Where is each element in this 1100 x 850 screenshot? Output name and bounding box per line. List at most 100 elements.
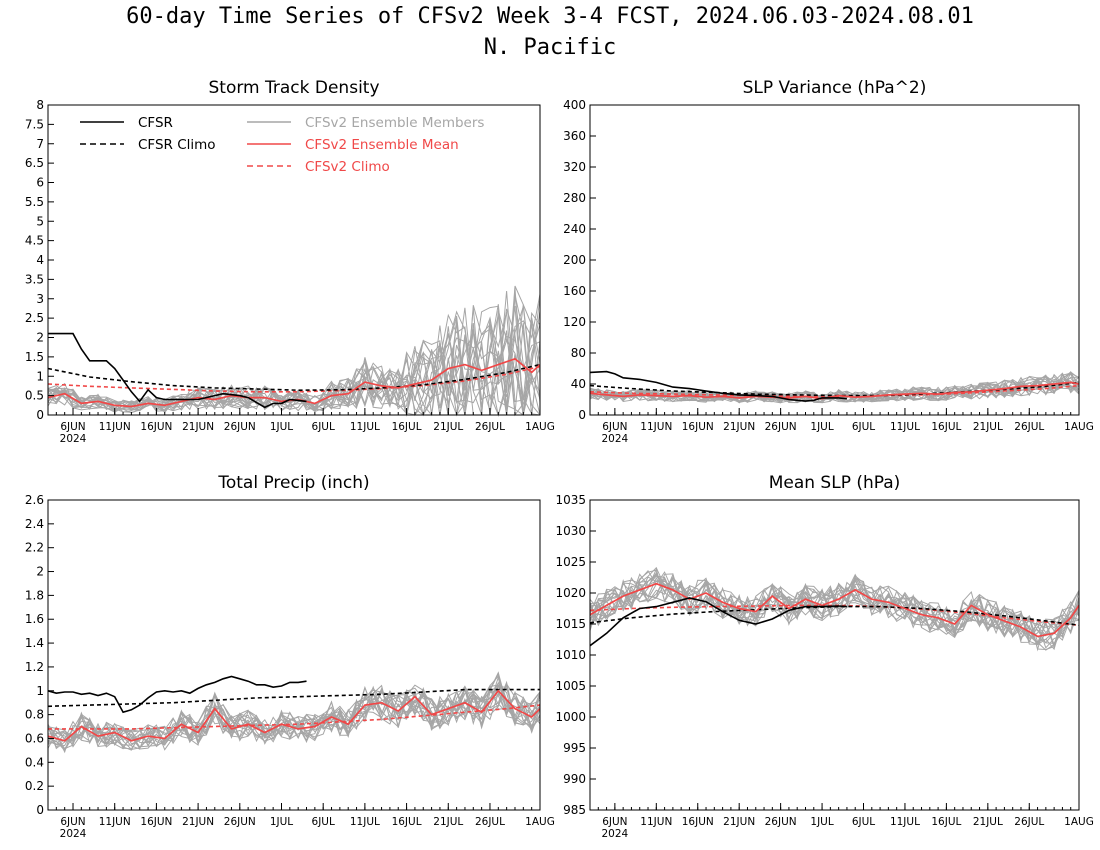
x-tick-label: 6JUN: [602, 421, 627, 433]
x-tick-label: 21JUL: [433, 421, 463, 433]
y-tick-label: 320: [563, 160, 586, 174]
x-tick-label: 16JUN: [140, 816, 172, 828]
x-year-label: 2024: [601, 433, 628, 445]
y-tick-label: 360: [563, 129, 586, 143]
y-tick-label: 2: [36, 331, 44, 345]
series-cfsv2-ensemble-mean-line: [47, 689, 541, 742]
ensemble-member-line: [589, 576, 1080, 643]
ensemble-member-line: [589, 567, 1080, 644]
y-tick-label: 990: [563, 772, 586, 786]
x-tick-label: 6JUN: [60, 816, 85, 828]
x-tick-label: 16JUL: [392, 421, 422, 433]
y-tick-label: 80: [571, 346, 586, 360]
x-tick-label: 16JUN: [140, 421, 172, 433]
y-tick-label: 1035: [555, 493, 586, 507]
x-tick-label: 11JUN: [640, 421, 672, 433]
x-tick-label: 6JUL: [312, 421, 335, 433]
legend-label: CFSv2 Ensemble Members: [305, 115, 484, 131]
y-tick-label: 3: [36, 292, 44, 306]
ensemble-member-line: [47, 310, 541, 416]
x-tick-label: 21JUN: [182, 421, 214, 433]
x-tick-label: 1JUL: [810, 421, 833, 433]
series-cfsv2-ensemble-mean-line: [47, 357, 541, 408]
x-tick-label: 6JUL: [312, 816, 335, 828]
x-tick-label: 1AUG: [1064, 421, 1094, 433]
ensemble-member-line: [47, 285, 541, 416]
x-year-label: 2024: [60, 828, 87, 840]
y-tick-label: 2.5: [25, 311, 44, 325]
ensemble-member-line: [589, 571, 1080, 643]
x-tick-label: 16JUN: [682, 421, 714, 433]
y-tick-label: 6: [36, 176, 44, 190]
y-tick-label: 1: [36, 369, 44, 383]
plot-frame: [47, 499, 541, 811]
y-tick-label: 2.2: [25, 541, 44, 555]
x-year-label: 2024: [601, 828, 628, 840]
ensemble-member-line: [47, 296, 541, 417]
x-tick-label: 26JUN: [224, 816, 256, 828]
x-tick-label: 6JUN: [60, 421, 85, 433]
y-tick-label: 7: [36, 137, 44, 151]
y-tick-label: 8: [36, 98, 44, 112]
x-tick-label: 21JUN: [182, 816, 214, 828]
series-cfsv2-ensemble-mean-line: [589, 582, 1080, 638]
y-tick-label: 0.5: [25, 389, 44, 403]
y-tick-label: 1020: [555, 586, 586, 600]
x-tick-label: 26JUL: [475, 421, 505, 433]
plot-frame: [589, 104, 1080, 416]
ensemble-member-line: [47, 672, 541, 750]
y-tick-label: 2.6: [25, 493, 44, 507]
panel-title: Mean SLP (hPa): [769, 473, 901, 493]
series-cfsr-climo-line: [589, 605, 1080, 626]
x-tick-label: 1AUG: [1064, 816, 1094, 828]
x-tick-label: 11JUN: [99, 816, 131, 828]
ensemble-member-line: [47, 675, 541, 746]
y-tick-label: 1.5: [25, 350, 44, 364]
x-tick-label: 6JUN: [602, 816, 627, 828]
panel-2: Total Precip (inch) 0 0.2 0.4 0.6 0.8 1 1.2 1.4 1…: [25, 473, 555, 840]
panel-1: SLP Variance (hPa^2) 0 40 80 120 160 200 240 280…: [563, 78, 1094, 445]
x-tick-label: 26JUN: [765, 816, 797, 828]
y-tick-label: 0.2: [25, 779, 44, 793]
series-cfsr-line: [48, 332, 307, 409]
y-tick-label: 2.4: [25, 517, 44, 531]
y-tick-label: 0.4: [25, 755, 44, 769]
ensemble-members: [589, 566, 1080, 652]
y-tick-label: 3.5: [25, 272, 44, 286]
x-tick-label: 21JUN: [723, 421, 755, 433]
panel-0: Storm Track Density 0 0.5 1 1.5 2 2.5 3 3.5 4 4.5 5…: [25, 78, 555, 445]
x-tick-label: 26JUL: [475, 816, 505, 828]
y-tick-label: 1.8: [25, 588, 44, 602]
y-tick-label: 1030: [555, 524, 586, 538]
x-tick-label: 6JUL: [852, 421, 875, 433]
y-tick-label: 1.6: [25, 612, 44, 626]
y-tick-label: 240: [563, 222, 586, 236]
y-tick-label: 120: [563, 315, 586, 329]
x-tick-label: 21JUL: [973, 816, 1003, 828]
y-tick-label: 0: [36, 408, 44, 422]
legend-label: CFSR Climo: [138, 137, 216, 153]
ensemble-members: [47, 671, 541, 754]
y-tick-label: 1000: [555, 710, 586, 724]
y-tick-label: 5.5: [25, 195, 44, 209]
x-tick-label: 11JUN: [99, 421, 131, 433]
y-tick-label: 6.5: [25, 156, 44, 170]
x-tick-label: 1JUL: [270, 421, 293, 433]
x-tick-label: 26JUL: [1014, 421, 1044, 433]
figure-subtitle: N. Pacific: [483, 35, 617, 60]
y-tick-label: 1010: [555, 648, 586, 662]
x-tick-label: 16JUL: [931, 421, 961, 433]
y-tick-label: 995: [563, 741, 586, 755]
series-cfsr-line: [47, 675, 307, 714]
y-tick-label: 2: [36, 565, 44, 579]
y-tick-label: 5: [36, 214, 44, 228]
y-tick-label: 7.5: [25, 117, 44, 131]
x-tick-label: 16JUN: [682, 816, 714, 828]
panel-title: Total Precip (inch): [217, 473, 369, 493]
x-tick-label: 26JUN: [224, 421, 256, 433]
panel-3: Mean SLP (hPa) 985 990 995 1000 1005 1010 1015 1…: [555, 473, 1093, 840]
legend-label: CFSR: [138, 115, 173, 131]
y-tick-label: 0: [578, 408, 586, 422]
x-tick-label: 1AUG: [525, 421, 555, 433]
y-tick-label: 0.6: [25, 731, 44, 745]
